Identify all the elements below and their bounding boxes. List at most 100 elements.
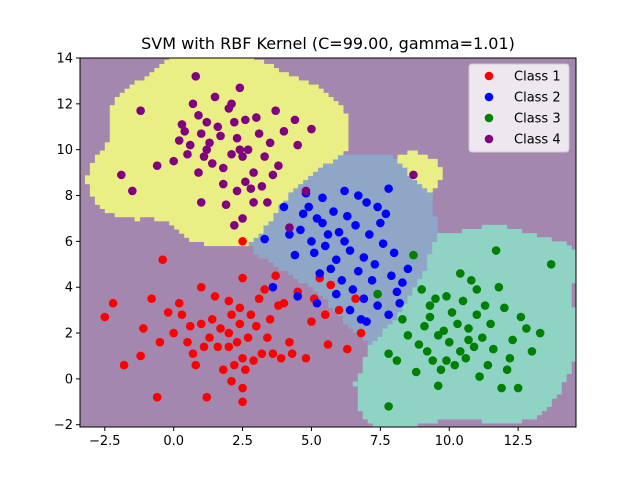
region-cell xyxy=(541,360,547,366)
region-cell xyxy=(422,344,428,350)
region-cell xyxy=(501,270,508,275)
region-cell xyxy=(541,348,547,354)
region-cell xyxy=(263,204,270,209)
region-cell xyxy=(278,134,284,139)
region-cell xyxy=(134,134,141,139)
region-cell xyxy=(283,167,289,172)
region-cell xyxy=(486,224,493,230)
region-cell xyxy=(313,121,319,127)
region-cell xyxy=(447,373,453,379)
region-cell xyxy=(194,134,200,139)
region-cell xyxy=(109,187,116,193)
data-point xyxy=(207,314,217,324)
region-cell xyxy=(233,200,240,205)
region-cell xyxy=(323,224,329,230)
region-cell xyxy=(387,418,394,424)
region-cell xyxy=(476,241,483,247)
region-cell xyxy=(551,352,557,358)
region-cell xyxy=(486,414,493,420)
region-cell xyxy=(129,171,136,176)
region-cell xyxy=(313,187,319,193)
region-cell xyxy=(323,150,329,156)
region-cell xyxy=(318,171,324,176)
region-cell xyxy=(561,241,567,247)
region-cell xyxy=(169,58,175,61)
region-cell xyxy=(298,117,304,123)
data-point xyxy=(119,360,129,370)
region-cell xyxy=(506,303,513,308)
region-cell xyxy=(164,117,170,123)
region-cell xyxy=(392,278,399,284)
region-cell xyxy=(114,105,121,110)
region-cell xyxy=(174,171,180,176)
region-cell xyxy=(456,286,463,292)
data-point xyxy=(384,349,393,358)
region-cell xyxy=(556,311,562,317)
region-cell xyxy=(447,323,453,329)
region-cell xyxy=(556,266,562,271)
region-cell xyxy=(526,307,532,313)
region-cell xyxy=(337,299,344,304)
region-cell xyxy=(283,220,289,226)
region-cell xyxy=(233,171,240,176)
region-cell xyxy=(258,228,265,234)
region-cell xyxy=(144,208,151,214)
region-cell xyxy=(268,88,275,94)
region-cell xyxy=(248,204,255,209)
data-point xyxy=(326,280,336,290)
region-cell xyxy=(318,253,324,259)
region-cell xyxy=(328,253,334,259)
region-cell xyxy=(263,129,270,135)
region-cell xyxy=(298,96,304,102)
data-point xyxy=(158,255,167,264)
region-cell xyxy=(347,315,354,321)
region-cell xyxy=(556,303,562,308)
region-cell xyxy=(417,224,423,230)
region-cell xyxy=(427,369,433,374)
region-cell xyxy=(486,274,493,280)
region-cell xyxy=(268,101,275,106)
region-cell xyxy=(179,63,185,69)
region-cell xyxy=(228,80,235,86)
region-cell xyxy=(432,179,438,185)
region-cell xyxy=(99,183,106,189)
region-cell xyxy=(179,109,185,115)
region-cell xyxy=(536,282,542,288)
region-cell xyxy=(402,171,408,176)
region-cell xyxy=(491,228,498,234)
data-point xyxy=(414,340,424,349)
region-cell xyxy=(456,249,463,255)
region-cell xyxy=(248,113,255,119)
region-cell xyxy=(387,369,394,374)
region-cell xyxy=(521,253,527,259)
region-cell xyxy=(362,278,369,284)
region-cell xyxy=(189,88,195,94)
region-cell xyxy=(491,323,498,329)
region-cell xyxy=(194,175,200,181)
region-cell xyxy=(392,402,399,407)
region-cell xyxy=(442,344,448,350)
region-cell xyxy=(288,241,294,247)
region-cell xyxy=(432,162,438,168)
region-cell xyxy=(357,208,364,214)
region-cell xyxy=(491,385,498,391)
region-cell xyxy=(437,340,443,346)
region-cell xyxy=(129,109,136,115)
region-cell xyxy=(427,327,433,333)
region-cell xyxy=(377,158,384,164)
region-cell xyxy=(417,402,423,407)
region-cell xyxy=(566,245,572,251)
region-cell xyxy=(551,336,557,341)
region-cell xyxy=(149,92,155,98)
region-cell xyxy=(154,208,160,214)
region-cell xyxy=(377,373,384,379)
region-cell xyxy=(367,373,374,379)
region-cell xyxy=(347,233,354,238)
region-cell xyxy=(342,228,349,234)
region-cell xyxy=(278,200,284,205)
region-cell xyxy=(189,208,195,214)
region-cell xyxy=(204,191,210,197)
region-cell xyxy=(531,307,537,313)
region-cell xyxy=(412,319,418,325)
region-cell xyxy=(238,204,245,209)
